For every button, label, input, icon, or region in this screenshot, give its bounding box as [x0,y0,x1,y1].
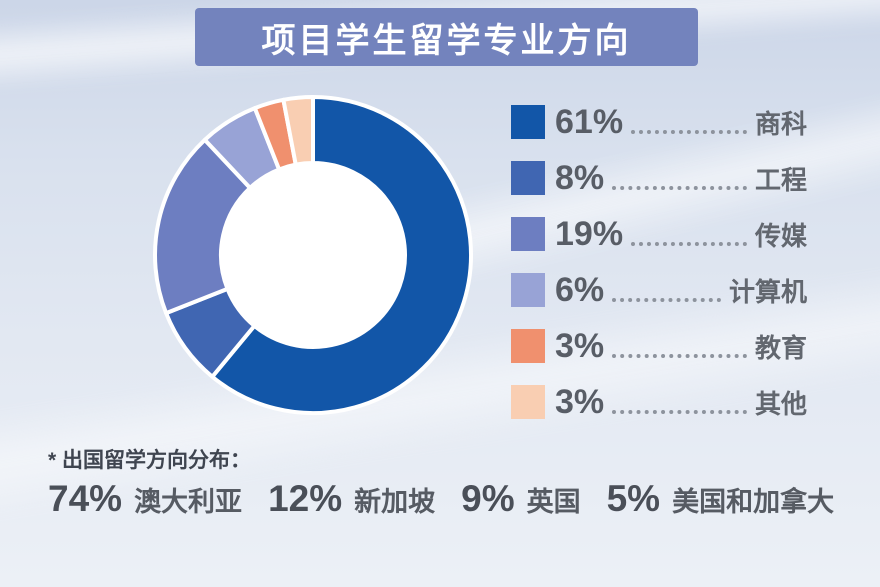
stat-item: 9% 英国 [461,478,580,520]
stat-country: 英国 [526,487,581,517]
legend-percent: 8% [555,158,605,197]
legend-item: 3% 其他 [511,374,807,430]
page-title-banner: 项目学生留学专业方向 [195,8,698,66]
stat-country: 美国和加拿大 [672,487,835,517]
legend-item: 6% 计算机 [511,262,807,318]
stat-country: 澳大利亚 [134,487,243,517]
chart-legend: 61% 商科 8% 工程 19% 传媒 6% 计算机 3% 教育 3% 其他 [511,94,807,430]
legend-swatch [511,273,545,307]
stat-percent: 9% [461,478,515,519]
dotted-leader [612,354,747,358]
legend-item: 3% 教育 [511,318,807,374]
dotted-leader [631,242,747,246]
stat-percent: 12% [268,478,343,519]
dotted-leader [612,186,747,190]
legend-label: 传媒 [754,220,807,251]
dotted-leader [612,410,747,414]
legend-swatch [511,105,545,139]
dotted-leader [631,130,747,134]
donut-hole [221,163,405,347]
legend-percent: 61% [555,102,624,141]
stat-item: 12% 新加坡 [268,478,435,520]
stat-country: 新加坡 [354,487,436,517]
stat-item: 5% 美国和加拿大 [607,478,834,520]
stat-percent: 5% [606,478,661,519]
legend-label: 计算机 [728,276,807,307]
legend-item: 8% 工程 [511,150,807,206]
legend-swatch [511,329,545,363]
legend-label: 工程 [754,164,807,195]
legend-label: 其他 [754,388,807,419]
page-title: 项目学生留学专业方向 [261,21,632,60]
stat-item: 74% 澳大利亚 [48,478,242,520]
legend-item: 19% 传媒 [511,206,807,262]
legend-label: 商科 [754,108,807,139]
legend-swatch [511,385,545,419]
legend-percent: 6% [555,270,605,309]
donut-chart [143,85,483,425]
legend-percent: 3% [555,326,605,365]
legend-label: 教育 [754,332,807,363]
legend-swatch [511,161,545,195]
donut-chart-svg [153,95,473,415]
footnote-label: * 出国留学方向分布： [48,449,252,472]
dotted-leader [612,298,721,302]
stat-percent: 74% [48,478,123,519]
legend-item: 61% 商科 [511,94,807,150]
legend-swatch [511,217,545,251]
legend-percent: 19% [555,214,624,253]
legend-percent: 3% [555,382,605,421]
destination-stats: 74% 澳大利亚 12% 新加坡 9% 英国 5% 美国和加拿大 [48,478,834,520]
